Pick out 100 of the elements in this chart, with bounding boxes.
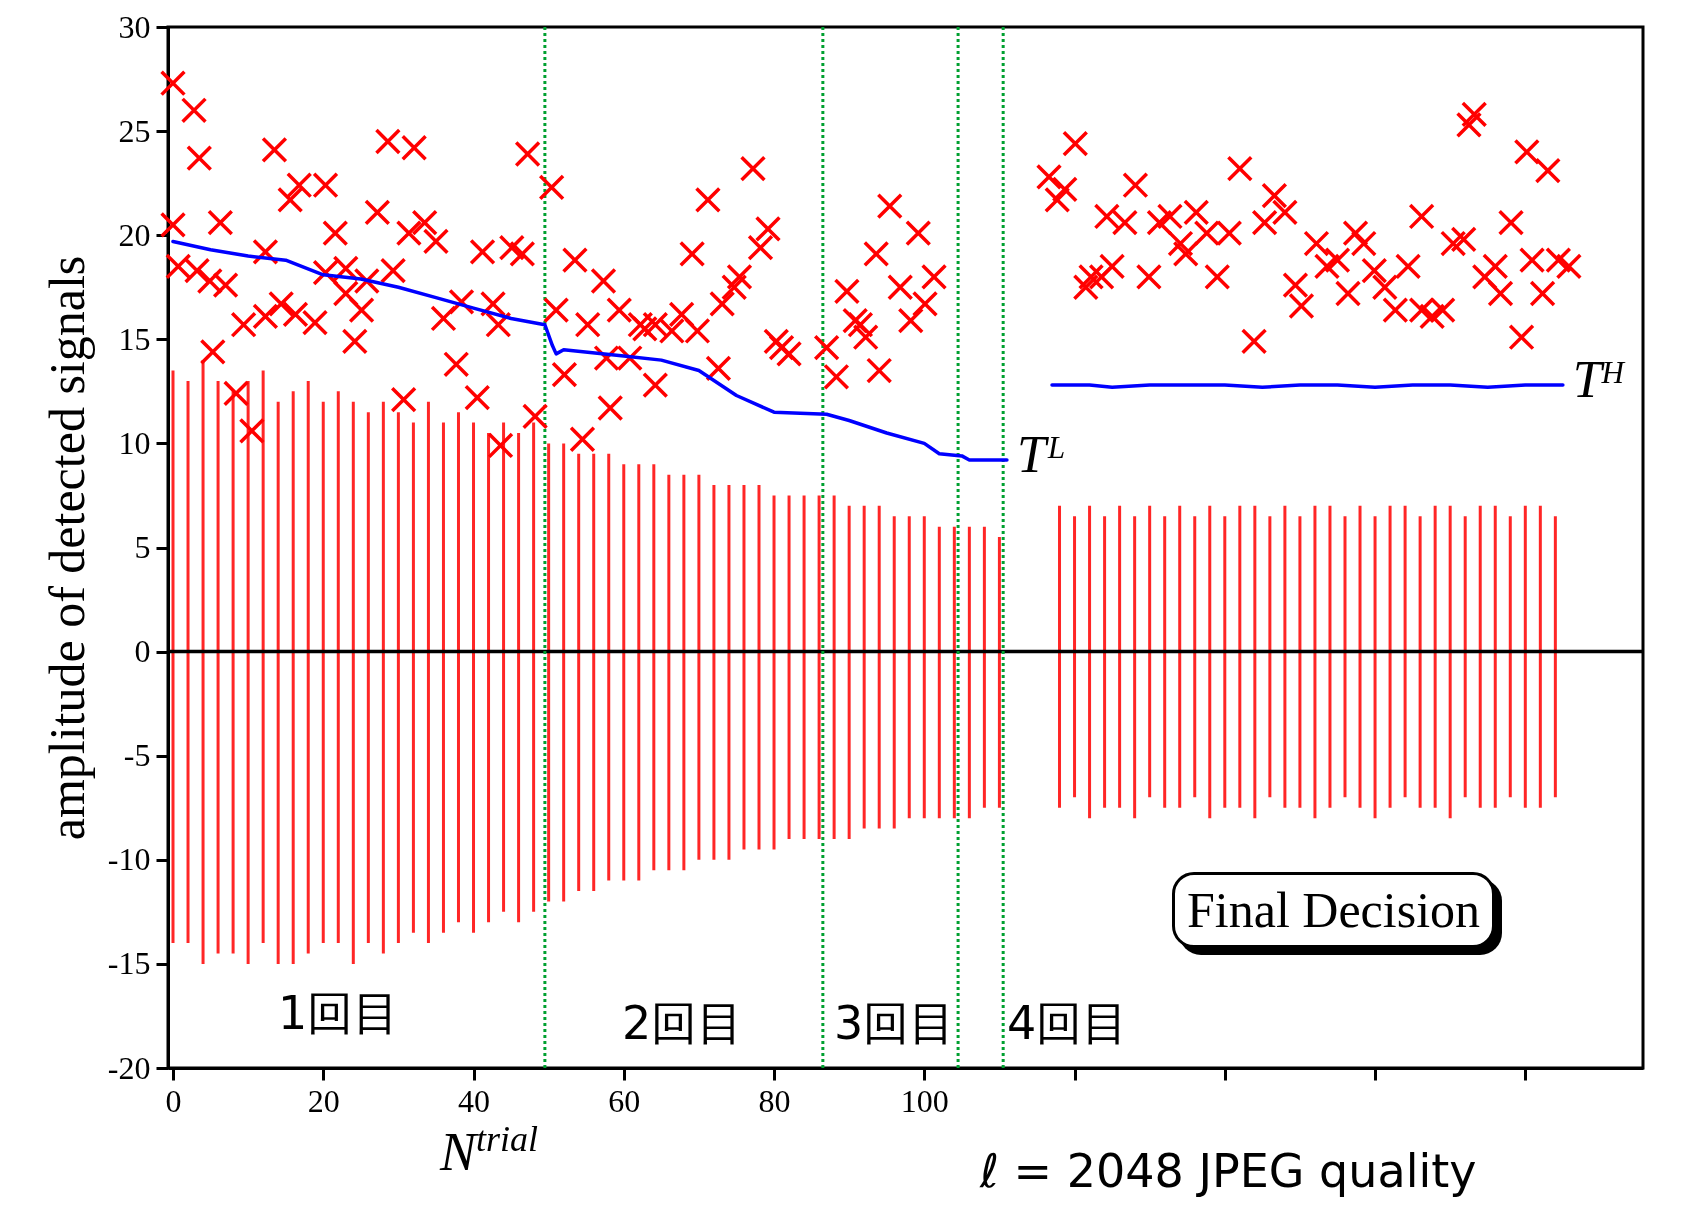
- annotation: 3回目: [834, 996, 956, 1050]
- bar: [982, 526, 986, 808]
- bar: [456, 412, 460, 923]
- bar: [1118, 505, 1122, 808]
- bar: [1418, 516, 1422, 808]
- bar: [1058, 505, 1062, 808]
- bar: [832, 495, 836, 839]
- y-tick-label: 5: [134, 529, 151, 565]
- bar: [1343, 516, 1347, 798]
- bar: [1493, 505, 1497, 808]
- bar: [426, 401, 430, 944]
- bar: [1538, 505, 1542, 808]
- bar: [787, 495, 791, 839]
- bar: [592, 453, 596, 892]
- bar: [607, 453, 611, 881]
- y-tick-label: -20: [107, 1049, 151, 1086]
- bar: [847, 505, 851, 839]
- bar: [216, 380, 220, 954]
- bar: [712, 485, 716, 860]
- bar: [171, 370, 175, 944]
- bar: [186, 380, 190, 944]
- bar: [1178, 505, 1182, 808]
- bar: [1298, 516, 1302, 808]
- bar: [472, 422, 476, 933]
- series-label: Tᴴ: [1572, 351, 1626, 409]
- bar: [577, 453, 581, 892]
- y-tick-label: 25: [118, 112, 151, 149]
- bar: [1148, 505, 1152, 798]
- bar: [652, 464, 656, 871]
- bar: [381, 401, 385, 954]
- y-tick-label: -15: [107, 945, 151, 982]
- bar: [562, 443, 566, 902]
- bar: [306, 380, 310, 954]
- line-series: [171, 239, 1009, 462]
- bar: [321, 401, 325, 944]
- y-tick-label: 0: [134, 633, 151, 670]
- y-tick-label: -10: [107, 841, 151, 878]
- annotation: 4回目: [1007, 996, 1129, 1050]
- y-tick-label: 10: [118, 424, 151, 461]
- bar: [967, 526, 971, 819]
- bar: [877, 505, 881, 829]
- bar: [1103, 516, 1107, 808]
- bar: [1328, 505, 1332, 808]
- bar: [1268, 516, 1272, 798]
- bar: [1073, 516, 1077, 798]
- text: ℓ = 2048 JPEG quality: [980, 1144, 1477, 1198]
- bar: [366, 412, 370, 944]
- bar: [336, 391, 340, 944]
- bar: [772, 495, 776, 850]
- bar: [997, 537, 1001, 808]
- bar: [907, 516, 911, 819]
- bar: [682, 474, 686, 871]
- y-tick-label: 30: [118, 8, 151, 45]
- x-tick-label: 100: [900, 1082, 949, 1119]
- bar: [1238, 505, 1242, 808]
- bar: [1478, 505, 1482, 808]
- bar: [817, 495, 821, 839]
- bar: [667, 474, 671, 871]
- bar: [622, 464, 626, 881]
- bar: [742, 485, 746, 850]
- series-label: Tᴸ: [1016, 426, 1067, 484]
- bar: [517, 432, 521, 923]
- bar: [441, 422, 445, 933]
- bar: [1253, 505, 1257, 819]
- bar: [1448, 505, 1452, 819]
- bar: [1373, 516, 1377, 819]
- y-axis-title: amplitude of detected signals: [38, 255, 95, 841]
- y-tick-label: -5: [123, 737, 151, 774]
- bar: [1283, 505, 1287, 808]
- bar: [952, 526, 956, 819]
- bar: [697, 474, 701, 860]
- bar: [892, 516, 896, 829]
- bar: [1433, 505, 1437, 808]
- annotation: 1回目: [278, 986, 400, 1040]
- x-tick-label: 80: [758, 1082, 791, 1119]
- bar: [802, 495, 806, 839]
- bar: [637, 464, 641, 881]
- annotation: Final Decision: [1172, 872, 1496, 948]
- bar: [1223, 516, 1227, 808]
- x-tick-label: 0: [165, 1082, 182, 1119]
- bar: [547, 443, 551, 902]
- bar: [757, 485, 761, 850]
- x-axis-title: N$^{trial}$: [440, 1118, 539, 1183]
- y-tick-label: 20: [118, 216, 151, 253]
- bar: [727, 485, 731, 860]
- bar: [1463, 516, 1467, 798]
- bar: [1508, 516, 1512, 798]
- bar: [1523, 505, 1527, 808]
- x-tick-label: 40: [458, 1082, 491, 1119]
- annotation: 2回目: [622, 996, 744, 1050]
- x-tick-label: 60: [608, 1082, 641, 1119]
- bar: [862, 505, 866, 829]
- bar: [937, 526, 941, 819]
- bar: [351, 401, 355, 964]
- bar: [1388, 505, 1392, 808]
- bar: [1133, 516, 1137, 819]
- y-tick-label: 15: [118, 320, 151, 357]
- bar: [411, 422, 415, 933]
- bar: [276, 401, 280, 964]
- bar: [1358, 505, 1362, 808]
